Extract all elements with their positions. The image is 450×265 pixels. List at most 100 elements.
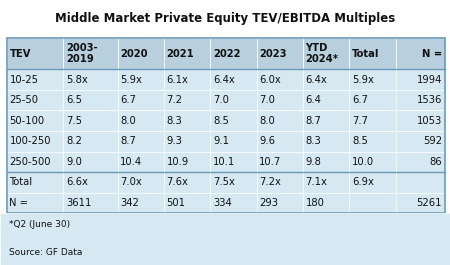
Bar [63, 193, 117, 213]
Text: 6.7: 6.7 [352, 95, 368, 105]
Text: 7.2x: 7.2x [259, 178, 281, 187]
Text: 7.1x: 7.1x [306, 178, 328, 187]
Text: YTD: YTD [306, 43, 328, 53]
Text: 2024*: 2024* [306, 54, 339, 64]
Bar [164, 193, 210, 213]
Text: 8.0: 8.0 [259, 116, 275, 126]
Bar [256, 69, 303, 90]
Text: 3611: 3611 [66, 198, 91, 208]
Text: 293: 293 [259, 198, 278, 208]
Bar [396, 172, 445, 193]
Text: 9.3: 9.3 [166, 136, 182, 146]
Text: 10.0: 10.0 [352, 157, 374, 167]
Bar [349, 69, 396, 90]
Bar [0, 213, 450, 265]
Bar [303, 38, 349, 69]
Text: 2003-: 2003- [66, 43, 98, 53]
Text: 9.0: 9.0 [66, 157, 82, 167]
Text: 6.4x: 6.4x [213, 74, 234, 85]
Bar [303, 172, 349, 193]
Bar [63, 131, 117, 152]
Bar [256, 90, 303, 111]
Bar [63, 69, 117, 90]
Bar [7, 131, 63, 152]
Text: 6.6x: 6.6x [66, 178, 88, 187]
Text: TEV: TEV [9, 49, 31, 59]
Text: 6.1x: 6.1x [166, 74, 189, 85]
Text: 5261: 5261 [416, 198, 442, 208]
Text: 2019: 2019 [66, 54, 94, 64]
Bar [303, 90, 349, 111]
Bar [210, 111, 256, 131]
Text: 10-25: 10-25 [9, 74, 38, 85]
Bar [7, 38, 445, 213]
Text: 180: 180 [306, 198, 324, 208]
Bar [164, 90, 210, 111]
Bar [303, 131, 349, 152]
Bar [164, 131, 210, 152]
Bar [303, 111, 349, 131]
Bar [7, 193, 63, 213]
Bar [117, 38, 164, 69]
Text: 7.5x: 7.5x [213, 178, 235, 187]
Bar [210, 69, 256, 90]
Bar [256, 38, 303, 69]
Bar [210, 193, 256, 213]
Bar [396, 111, 445, 131]
Text: 5.9x: 5.9x [352, 74, 374, 85]
Bar [0, 0, 450, 38]
Bar [396, 152, 445, 172]
Bar [349, 90, 396, 111]
Text: 7.0x: 7.0x [120, 178, 142, 187]
Text: N =: N = [422, 49, 442, 59]
Text: 501: 501 [166, 198, 185, 208]
Bar [303, 193, 349, 213]
Bar [210, 90, 256, 111]
Text: 8.7: 8.7 [306, 116, 321, 126]
Text: 6.9x: 6.9x [352, 178, 374, 187]
Text: 2021: 2021 [166, 49, 194, 59]
Bar [7, 90, 63, 111]
Bar [164, 69, 210, 90]
Bar [303, 69, 349, 90]
Text: Middle Market Private Equity TEV/EBITDA Multiples: Middle Market Private Equity TEV/EBITDA … [55, 12, 395, 25]
Bar [349, 38, 396, 69]
Bar [210, 131, 256, 152]
Text: 8.5: 8.5 [213, 116, 229, 126]
Bar [63, 90, 117, 111]
Text: 8.2: 8.2 [66, 136, 82, 146]
Bar [256, 131, 303, 152]
Bar [117, 152, 164, 172]
Text: 6.4: 6.4 [306, 95, 321, 105]
Bar [396, 131, 445, 152]
Text: Total: Total [352, 49, 379, 59]
Bar [164, 172, 210, 193]
Bar [349, 111, 396, 131]
Text: 9.6: 9.6 [259, 136, 275, 146]
Bar [396, 90, 445, 111]
Text: 1053: 1053 [417, 116, 442, 126]
Bar [7, 38, 63, 69]
Bar [63, 152, 117, 172]
Text: 342: 342 [120, 198, 139, 208]
Bar [256, 193, 303, 213]
Bar [117, 111, 164, 131]
Bar [164, 152, 210, 172]
Bar [256, 172, 303, 193]
Bar [349, 152, 396, 172]
Text: 6.5: 6.5 [66, 95, 82, 105]
Text: 86: 86 [429, 157, 442, 167]
Text: 250-500: 250-500 [9, 157, 51, 167]
Text: 592: 592 [423, 136, 442, 146]
Bar [7, 69, 63, 90]
Bar [349, 172, 396, 193]
Text: 2020: 2020 [120, 49, 148, 59]
Bar [210, 152, 256, 172]
Text: 8.5: 8.5 [352, 136, 368, 146]
Text: 7.0: 7.0 [259, 95, 275, 105]
Bar [117, 69, 164, 90]
Text: 7.5: 7.5 [66, 116, 82, 126]
Text: 10.4: 10.4 [120, 157, 142, 167]
Bar [396, 38, 445, 69]
Text: Total: Total [9, 178, 32, 187]
